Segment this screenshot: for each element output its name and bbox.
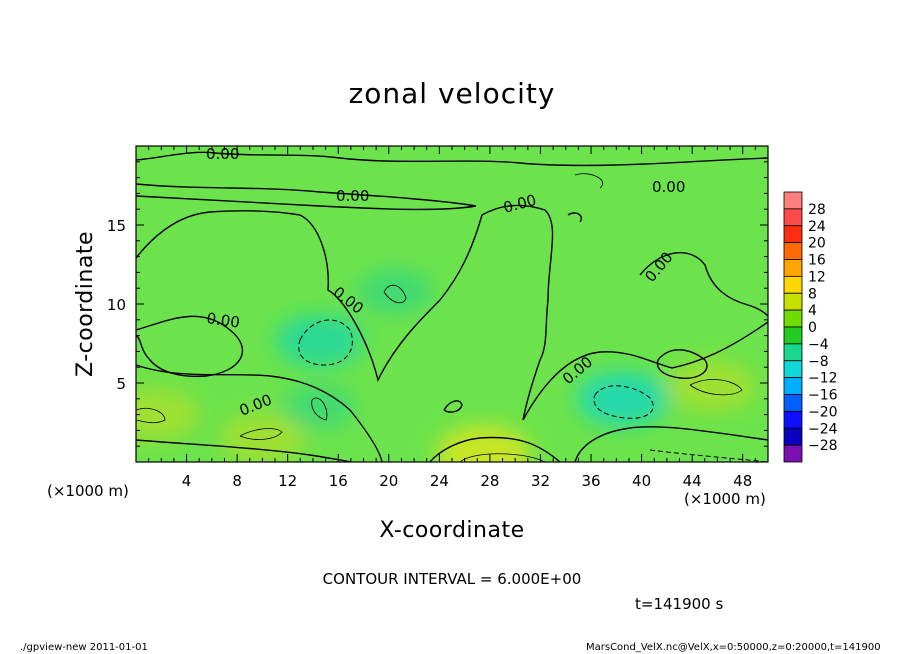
x-tick-label: 8 [232, 472, 242, 490]
contour-line [429, 436, 561, 462]
chart-title: zonal velocity [349, 77, 556, 110]
field-blob [357, 268, 434, 315]
colorbar-label: −4 [808, 337, 829, 353]
contour-line [574, 426, 768, 462]
contour-label: 0.00 [205, 309, 241, 331]
colorbar-label: 16 [808, 253, 826, 269]
colorbar-swatch [783, 208, 803, 227]
colorbar-swatch [783, 242, 803, 260]
time-text: t=141900 s [635, 595, 723, 613]
x-tick-label: 40 [632, 472, 651, 490]
contour-line [383, 284, 407, 304]
x-tick-label: 28 [480, 472, 499, 490]
colorbar-swatch [783, 191, 803, 210]
contour-line [136, 151, 768, 167]
colorbar-swatch [783, 259, 803, 277]
colorbar-swatch [783, 427, 803, 446]
contour-line [136, 407, 166, 424]
colorbar-label: −24 [808, 421, 838, 437]
contour-interval-text: CONTOUR INTERVAL = 6.000E+00 [323, 570, 582, 588]
field-blob [283, 385, 356, 429]
colorbar-label: −8 [808, 354, 829, 370]
field-blob [435, 425, 532, 462]
field-shading [136, 268, 756, 462]
x-tick-label: 48 [733, 472, 752, 490]
contour-line [522, 321, 768, 421]
x-tick-label: 44 [683, 472, 702, 490]
contour-line [136, 439, 353, 462]
colorbar-swatch [783, 444, 803, 463]
colorbar-swatch [783, 377, 803, 395]
footer-left: ./gpview-new 2011-01-01 [20, 642, 148, 653]
footer-right: MarsCond_VelX.nc@VelX,x=0:50000,z=0:2000… [586, 642, 881, 653]
contour-line [239, 428, 283, 440]
colorbar-label: 24 [808, 219, 826, 235]
colorbar-swatch [783, 309, 803, 328]
contour-line [656, 349, 708, 379]
x-tick-label: 16 [329, 472, 348, 490]
x-tick-label: 4 [182, 472, 192, 490]
x-tick-label: 24 [430, 472, 449, 490]
y-tick-label: 15 [107, 217, 126, 235]
colorbar-swatch [783, 326, 803, 345]
zero-contours [136, 151, 768, 462]
x-unit-label-left: (×1000 m) [47, 482, 129, 500]
y-tick-label: 5 [116, 375, 126, 393]
field-blob [275, 313, 364, 367]
contour-label: 0.00 [336, 187, 369, 205]
x-unit-label: (×1000 m) [684, 490, 766, 508]
field-blob [576, 371, 669, 427]
x-tick-label: 32 [531, 472, 550, 490]
colorbar-swatch [783, 292, 803, 311]
colorbar-label: 28 [808, 202, 826, 218]
contour-line [298, 319, 353, 366]
colorbar-swatch [783, 360, 803, 379]
x-axis-label: X-coordinate [379, 518, 524, 543]
colorbar-label: −20 [808, 404, 838, 420]
y-tick-label: 10 [107, 296, 126, 314]
x-tick-label: 20 [379, 472, 398, 490]
contour-label: 0.00 [652, 178, 685, 196]
contour-line [593, 385, 654, 419]
x-tick-label: 12 [278, 472, 297, 490]
contour-line [574, 173, 603, 189]
contour-line [136, 183, 477, 211]
colorbar-swatch [783, 394, 803, 412]
contour-line [459, 453, 546, 462]
colorbar-swatch [783, 275, 803, 294]
contour-line [136, 315, 243, 378]
contour-line [136, 364, 383, 462]
colorbar-swatch [783, 343, 803, 362]
colorbar-label: 8 [808, 286, 817, 302]
colorbar-label: 0 [808, 320, 817, 336]
field-blob [136, 388, 199, 441]
colorbar-label: 4 [808, 303, 817, 319]
x-tick-label: 36 [581, 472, 600, 490]
contour-line [443, 400, 463, 413]
contour-line [311, 397, 328, 421]
field-blob [667, 359, 756, 413]
y-axis-label: Z-coordinate [73, 231, 98, 377]
colorbar-label: −16 [808, 388, 838, 404]
contour-line [567, 212, 582, 223]
colorbar-swatch [783, 410, 803, 429]
positive-contours [136, 173, 743, 462]
plot-area: 0.00 0.00 0.00 0.00 0.00 0.00 0.00 0.00 … [136, 145, 768, 462]
colorbar-label: −12 [808, 371, 838, 387]
contour-label: 0.00 [206, 145, 239, 163]
x-axis-ticks: 4 8 12 16 20 24 28 32 36 40 44 48 [148, 146, 756, 490]
contour-line [136, 204, 554, 421]
colorbar-swatch [783, 225, 803, 244]
colorbar-label: −28 [808, 438, 838, 454]
field-blob [220, 413, 305, 462]
colorbar-label: 12 [808, 269, 826, 285]
y-axis-ticks: 5 10 15 [107, 161, 768, 447]
contour-line [639, 251, 768, 317]
colorbar-label: 20 [808, 236, 826, 252]
contour-line [689, 379, 743, 396]
